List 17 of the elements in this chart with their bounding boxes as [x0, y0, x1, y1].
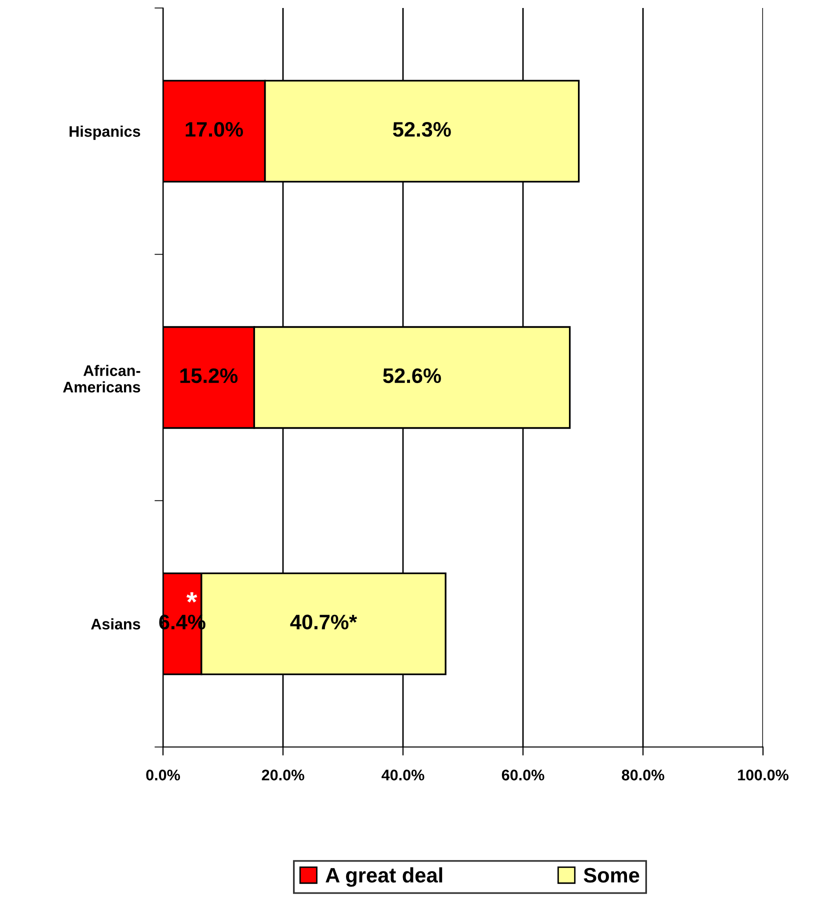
- data-label: 15.2%: [180, 368, 238, 384]
- data-label: 52.6%: [383, 368, 441, 384]
- x-tick-label: 40.0%: [382, 770, 424, 780]
- x-tick-label: 80.0%: [622, 770, 664, 780]
- data-label: 40.7%*: [290, 614, 358, 630]
- y-tick-label: Asians: [91, 618, 140, 630]
- data-label: 17.0%: [186, 122, 243, 137]
- y-tick-label: Hispanics: [70, 126, 140, 140]
- data-label: 52.3%: [393, 122, 451, 137]
- y-tick-label: African- Americans: [63, 364, 140, 393]
- x-tick-label: 60.0%: [502, 770, 544, 780]
- x-tick-label: 0.0%: [146, 770, 180, 780]
- x-tick-label: 100.0%: [738, 770, 789, 780]
- annotation: *: [186, 592, 198, 603]
- x-tick-label: 20.0%: [262, 770, 304, 780]
- legend-label: Some: [584, 868, 640, 883]
- legend-label: A great deal: [326, 867, 442, 887]
